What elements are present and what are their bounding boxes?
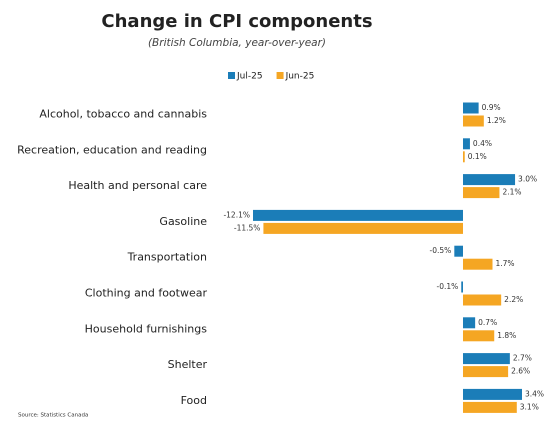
value-label: 3.1% bbox=[520, 402, 539, 411]
bar bbox=[462, 388, 522, 400]
bar bbox=[253, 209, 463, 221]
bar bbox=[263, 222, 463, 234]
bar bbox=[462, 102, 479, 114]
category-label: Transportation bbox=[127, 251, 207, 264]
bar bbox=[462, 366, 509, 378]
value-label: 0.4% bbox=[473, 139, 492, 148]
value-label: 2.1% bbox=[502, 188, 521, 197]
category-label: Clothing and footwear bbox=[85, 287, 208, 300]
value-label: 1.7% bbox=[495, 259, 514, 268]
bar bbox=[462, 138, 470, 150]
category-label: Food bbox=[181, 394, 207, 407]
category-label: Health and personal care bbox=[68, 179, 207, 192]
bar bbox=[462, 187, 500, 199]
value-label: 0.9% bbox=[482, 103, 501, 112]
bar bbox=[461, 281, 463, 293]
bar bbox=[462, 294, 502, 306]
value-label: -0.1% bbox=[436, 282, 458, 291]
legend-swatch bbox=[228, 72, 235, 79]
bar bbox=[454, 245, 463, 257]
legend-label: Jul-25 bbox=[236, 72, 263, 82]
value-label: 1.2% bbox=[487, 116, 506, 125]
category-label: Household furnishings bbox=[85, 322, 208, 335]
bar bbox=[462, 401, 517, 413]
value-label: 2.7% bbox=[513, 354, 532, 363]
bar bbox=[462, 353, 510, 365]
legend-label: Jun-25 bbox=[285, 72, 315, 82]
category-label: Shelter bbox=[168, 358, 208, 371]
value-label: 2.6% bbox=[511, 367, 530, 376]
bar bbox=[462, 330, 495, 342]
chart-title: Change in CPI components bbox=[101, 11, 372, 32]
chart-subtitle: (British Columbia, year-over-year) bbox=[148, 37, 326, 49]
value-label: 3.4% bbox=[525, 389, 544, 398]
category-label: Gasoline bbox=[159, 215, 207, 228]
value-label: 0.1% bbox=[468, 152, 487, 161]
category-label: Alcohol, tobacco and cannabis bbox=[39, 108, 207, 121]
bar bbox=[462, 317, 476, 329]
value-label: 1.8% bbox=[497, 331, 516, 340]
value-label: 0.7% bbox=[478, 318, 497, 327]
value-label: -0.5% bbox=[430, 246, 452, 255]
bar bbox=[462, 258, 493, 270]
bar bbox=[462, 174, 516, 186]
legend-swatch bbox=[276, 72, 284, 79]
value-label: 2.2% bbox=[504, 295, 523, 304]
source-note: Source: Statistics Canada bbox=[18, 413, 88, 419]
value-label: 3.0% bbox=[518, 175, 537, 184]
value-label: -12.1% bbox=[223, 210, 250, 219]
bar bbox=[462, 151, 465, 163]
category-label: Recreation, education and reading bbox=[17, 143, 207, 156]
bar bbox=[462, 115, 484, 127]
value-label: -11.5% bbox=[234, 223, 261, 232]
